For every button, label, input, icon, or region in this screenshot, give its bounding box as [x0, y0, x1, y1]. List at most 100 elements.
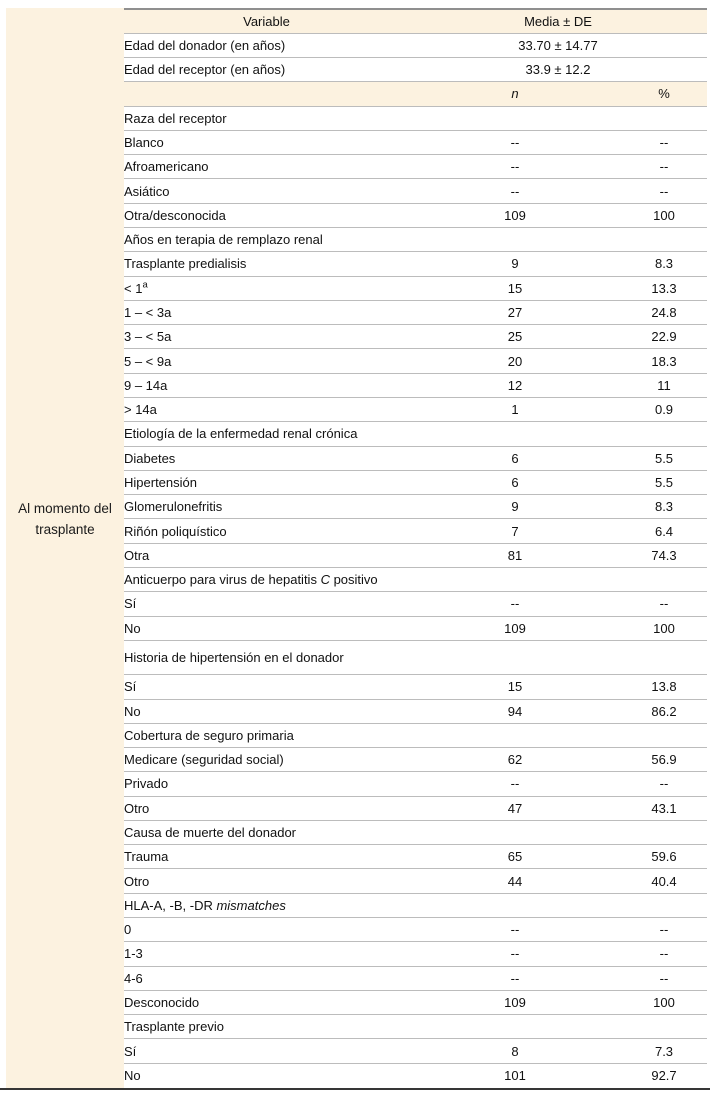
- pct-value-cell: 100: [621, 203, 708, 229]
- n-value-cell: --: [409, 591, 621, 617]
- table-row: Sí 15 13.8: [124, 674, 708, 700]
- n-column-header: n: [409, 81, 621, 107]
- group-header-row: Raza del receptor: [124, 106, 708, 131]
- table-row: Edad del receptor (en años) 33.9 ± 12.2: [124, 57, 708, 83]
- table-row: 1 – < 3a 27 24.8: [124, 300, 708, 326]
- variable-cell: > 14a: [124, 397, 409, 423]
- variable-cell: Hipertensión: [124, 470, 409, 496]
- table-row: No 101 92.7: [124, 1063, 707, 1088]
- table-row: < 1a 15 13.3: [124, 276, 708, 301]
- n-value-cell: 9: [409, 251, 621, 277]
- n-value-cell: --: [409, 771, 621, 797]
- table-row: Asiático -- --: [124, 178, 708, 204]
- n-value-cell: --: [409, 178, 621, 204]
- variable-cell: 1 – < 3a: [124, 300, 409, 326]
- variable-cell: Medicare (seguridad social): [124, 747, 409, 773]
- pct-value-cell: --: [621, 966, 708, 991]
- pct-value-cell: 100: [621, 616, 708, 641]
- row-group-label-line1: Al momento del: [18, 501, 112, 517]
- pct-value-cell: 5.5: [621, 470, 708, 496]
- pct-value-cell: 56.9: [621, 747, 708, 773]
- empty-cell: [124, 81, 409, 107]
- table-row: Edad del donador (en años) 33.70 ± 14.77: [124, 33, 708, 59]
- variable-cell: Privado: [124, 771, 409, 797]
- variable-cell: Trauma: [124, 844, 409, 870]
- table-row: Medicare (seguridad social) 62 56.9: [124, 747, 708, 773]
- group-label-cell: Trasplante previo: [124, 1014, 708, 1040]
- table-row: Diabetes 6 5.5: [124, 446, 708, 471]
- variable-cell: 3 – < 5a: [124, 324, 409, 350]
- variable-cell: < 1a: [124, 276, 409, 301]
- table-row: Desconocido 109 100: [124, 990, 708, 1016]
- n-value-cell: 109: [409, 203, 621, 229]
- variable-cell: Otro: [124, 868, 409, 894]
- pct-value-cell: 92.7: [651, 1068, 677, 1084]
- table-row: Hipertensión 6 5.5: [124, 470, 708, 496]
- group-label-cell: Causa de muerte del donador: [124, 820, 708, 846]
- pct-value-cell: --: [621, 941, 708, 967]
- pct-value-cell: 18.3: [621, 348, 708, 374]
- pct-value-cell: 0.9: [621, 397, 708, 423]
- variable-cell: 4-6: [124, 966, 409, 991]
- variable-cell: Otra/desconocida: [124, 203, 409, 229]
- table-row: Otra/desconocida 109 100: [124, 203, 708, 229]
- variable-cell: Diabetes: [124, 446, 409, 471]
- table-row: Trauma 65 59.6: [124, 844, 708, 870]
- table-row: 4-6 -- --: [124, 966, 708, 991]
- n-value-cell: 15: [409, 276, 621, 301]
- variable-cell: Edad del donador (en años): [124, 33, 409, 59]
- n-value-cell: 109: [409, 616, 621, 641]
- group-header-row: Años en terapia de remplazo renal: [124, 227, 708, 253]
- variable-cell: Sí: [124, 674, 409, 700]
- pct-value-cell: --: [621, 178, 708, 204]
- n-value-cell: --: [409, 917, 621, 943]
- pct-value-cell: 24.8: [621, 300, 708, 326]
- pct-value-cell: 7.3: [621, 1038, 708, 1064]
- n-value-cell: 27: [409, 300, 621, 326]
- pct-value-cell: 59.6: [621, 844, 708, 870]
- n-value-cell: --: [409, 966, 621, 991]
- n-value-cell: 1: [409, 397, 621, 423]
- group-header-row: HLA-A, -B, -DR mismatches: [124, 893, 708, 919]
- variable-cell: 0: [124, 917, 409, 943]
- pct-value-cell: 43.1: [621, 796, 708, 821]
- variable-cell: Blanco: [124, 130, 409, 156]
- pct-value-cell: --: [621, 917, 708, 943]
- media-value-cell: 33.70 ± 14.77: [409, 33, 708, 59]
- row-group-label: Al momento del trasplante: [6, 8, 124, 1088]
- variable-cell: 9 – 14a: [124, 373, 409, 399]
- group-header-row: Cobertura de seguro primaria: [124, 723, 708, 749]
- variable-cell: Asiático: [124, 178, 409, 204]
- variable-cell: Glomerulonefritis: [124, 494, 409, 520]
- variable-cell: No: [124, 699, 409, 724]
- group-label-cell: Etiología de la enfermedad renal crónica: [124, 421, 708, 447]
- n-value-cell: 109: [409, 990, 621, 1016]
- pct-value-cell: 8.3: [621, 494, 708, 520]
- row-group-label-line2: trasplante: [35, 522, 95, 537]
- variable-cell: Edad del receptor (en años): [124, 57, 409, 83]
- group-label-cell: HLA-A, -B, -DR mismatches: [124, 893, 708, 919]
- table-row: Otra 81 74.3: [124, 543, 708, 568]
- table-row: Riñón poliquístico 7 6.4: [124, 518, 708, 544]
- group-label-cell: Anticuerpo para virus de hepatitis C pos…: [124, 567, 708, 593]
- pct-value-cell: --: [621, 591, 708, 617]
- n-value-cell: 65: [409, 844, 621, 870]
- variable-cell: Otra: [124, 543, 409, 568]
- table-subheader-row: n %: [124, 81, 708, 107]
- n-value-cell: 25: [409, 324, 621, 350]
- table-row: Sí 8 7.3: [124, 1038, 708, 1064]
- group-label-cell: Raza del receptor: [124, 106, 708, 131]
- variable-cell: No: [124, 616, 409, 641]
- pct-value-cell: --: [621, 130, 708, 156]
- table-row: 5 – < 9a 20 18.3: [124, 348, 708, 374]
- table-row: 0 -- --: [124, 917, 708, 943]
- variable-cell: Desconocido: [124, 990, 409, 1016]
- variable-cell: Sí: [124, 1038, 409, 1064]
- n-value-cell: 81: [409, 543, 621, 568]
- n-value-cell: 7: [409, 518, 621, 544]
- variable-cell: Sí: [124, 591, 409, 617]
- pct-value-cell: --: [621, 154, 708, 180]
- group-header-row: Trasplante previo: [124, 1014, 708, 1040]
- variable-cell: 5 – < 9a: [124, 348, 409, 374]
- variable-cell: No: [124, 1068, 141, 1084]
